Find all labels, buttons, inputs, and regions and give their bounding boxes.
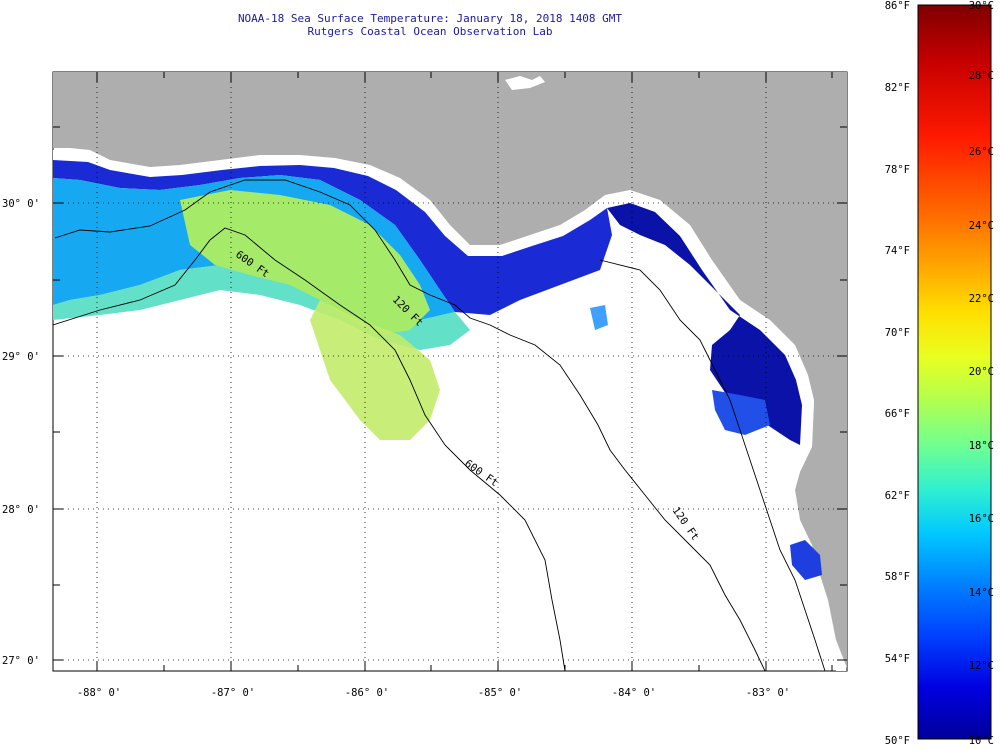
lake xyxy=(505,76,545,90)
lon-label-85: -85° 0' xyxy=(478,687,522,699)
f-label-54: 54°F xyxy=(885,653,910,665)
colorbar xyxy=(917,4,992,740)
c-label-18: 18°C xyxy=(969,440,994,452)
c-label-26: 26°C xyxy=(969,146,994,158)
f-label-70: 70°F xyxy=(885,327,910,339)
lon-label-84: -84° 0' xyxy=(612,687,656,699)
contour-600ft-east xyxy=(599,259,826,671)
contour-120ft-west xyxy=(54,179,491,326)
contour-600ft xyxy=(53,227,566,671)
c-label-28: 28°C xyxy=(969,70,994,82)
bathymetry-contours xyxy=(53,179,826,671)
lon-label-86: -86° 0' xyxy=(345,687,389,699)
sst-cold-nearshore xyxy=(53,160,612,315)
sst-east-cold xyxy=(607,203,802,445)
lat-label-29: 29° 0' xyxy=(2,351,40,363)
sst-warm-plume xyxy=(310,300,440,440)
land-mass xyxy=(53,72,847,668)
longitude-labels: -88° 0' -87° 0' -86° 0' -85° 0' -84° 0' … xyxy=(77,687,790,699)
colorbar-fahrenheit-labels: 86°F 82°F 78°F 74°F 70°F 66°F 62°F 58°F … xyxy=(885,0,910,747)
f-label-74: 74°F xyxy=(885,245,910,257)
lon-label-83: -83° 0' xyxy=(746,687,790,699)
c-label-10: 10°C xyxy=(969,735,994,747)
f-label-58: 58°F xyxy=(885,571,910,583)
map-title: NOAA-18 Sea Surface Temperature: January… xyxy=(237,12,623,25)
colorbar-celsius-labels: 30°C 28°C 26°C 24°C 22°C 20°C 18°C 16°C … xyxy=(969,0,994,747)
map-subtitle: Rutgers Coastal Ocean Observation Lab xyxy=(307,25,553,38)
sst-east-patch xyxy=(712,390,770,435)
contour-120ft-east xyxy=(489,324,766,671)
c-label-16: 16°C xyxy=(969,513,994,525)
c-label-30: 30°C xyxy=(969,0,994,12)
f-label-78: 78°F xyxy=(885,164,910,176)
c-label-20: 20°C xyxy=(969,366,994,378)
lat-label-30: 30° 0' xyxy=(2,198,40,210)
c-label-22: 22°C xyxy=(969,293,994,305)
sst-small-patch xyxy=(590,305,608,330)
sst-warm-core xyxy=(180,190,430,335)
lat-label-27: 27° 0' xyxy=(2,655,40,667)
c-label-24: 24°C xyxy=(969,220,994,232)
lon-label-87: -87° 0' xyxy=(211,687,255,699)
frame-ticks xyxy=(53,72,847,671)
latitude-labels: 30° 0' 29° 0' 28° 0' 27° 0' xyxy=(2,198,40,667)
f-label-50: 50°F xyxy=(885,735,910,747)
f-label-82: 82°F xyxy=(885,82,910,94)
c-label-12: 12°C xyxy=(969,660,994,672)
f-label-62: 62°F xyxy=(885,490,910,502)
lat-label-28: 28° 0' xyxy=(2,504,40,516)
f-label-86: 86°F xyxy=(885,0,910,12)
c-label-14: 14°C xyxy=(969,587,994,599)
sst-tampa-patch xyxy=(790,540,822,580)
lon-label-88: -88° 0' xyxy=(77,687,121,699)
f-label-66: 66°F xyxy=(885,408,910,420)
